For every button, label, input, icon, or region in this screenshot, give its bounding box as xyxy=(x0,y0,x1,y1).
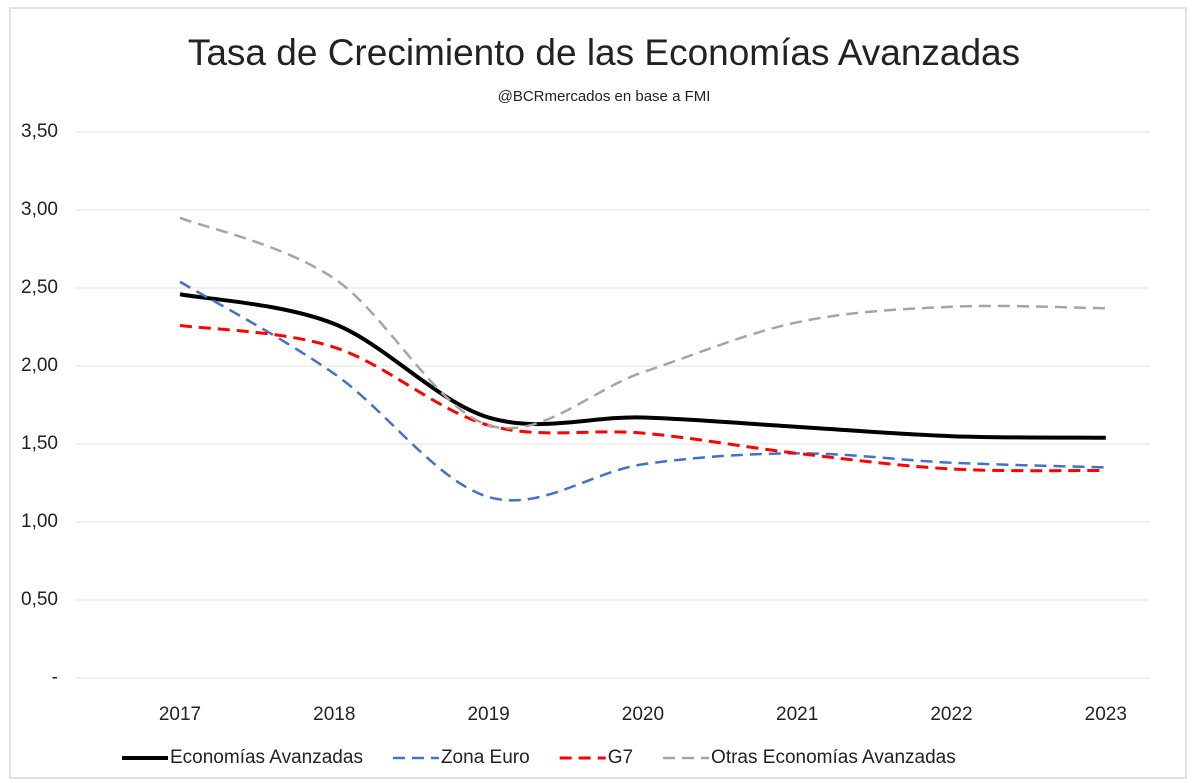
y-tick-label: 3,00 xyxy=(21,199,58,220)
y-tick-label: 2,00 xyxy=(21,355,58,376)
series-line xyxy=(179,216,1106,430)
y-tick-label: 2,50 xyxy=(21,277,58,298)
chart-title: Tasa de Crecimiento de las Economías Ava… xyxy=(188,32,1020,73)
legend-label: Zona Euro xyxy=(441,747,530,768)
series-line xyxy=(179,323,1106,473)
y-tick-label: - xyxy=(52,667,58,688)
x-tick-label: 2021 xyxy=(776,704,818,725)
x-tick-label: 2017 xyxy=(159,704,201,725)
series-line xyxy=(179,280,1106,502)
legend-label: G7 xyxy=(608,747,633,768)
chart-subtitle: @BCRmercados en base a FMI xyxy=(498,88,711,105)
y-tick-label: 1,50 xyxy=(21,433,58,454)
legend-label: Economías Avanzadas xyxy=(170,747,363,768)
y-tick-label: 1,00 xyxy=(21,511,58,532)
series-line xyxy=(179,292,1106,440)
legend-label: Otras Economías Avanzadas xyxy=(711,747,956,768)
x-tick-label: 2022 xyxy=(930,704,972,725)
x-tick-label: 2019 xyxy=(467,704,509,725)
x-tick-label: 2020 xyxy=(622,704,664,725)
x-tick-label: 2023 xyxy=(1085,704,1127,725)
x-tick-label: 2018 xyxy=(313,704,355,725)
y-tick-label: 0,50 xyxy=(21,589,58,610)
y-tick-label: 3,50 xyxy=(21,121,58,142)
